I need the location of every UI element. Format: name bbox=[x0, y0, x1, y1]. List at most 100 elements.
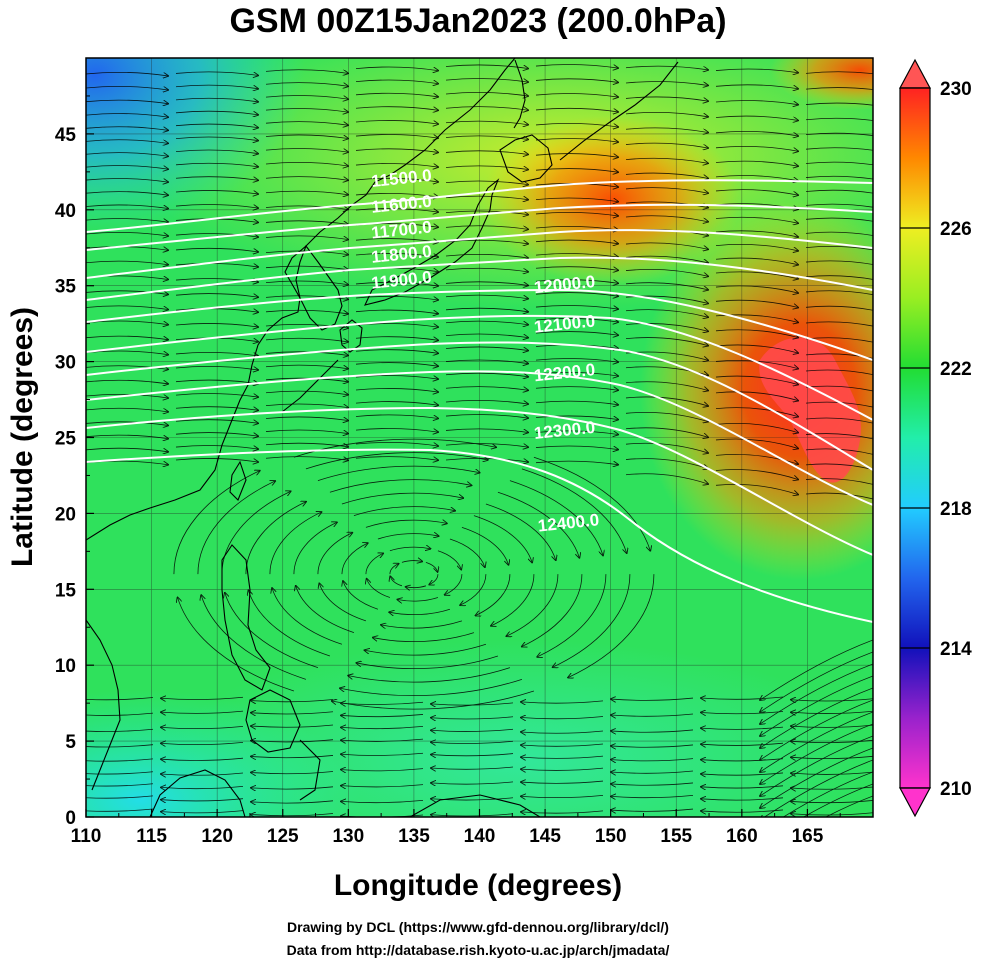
streamline bbox=[805, 71, 873, 75]
streamline bbox=[431, 754, 514, 756]
streamline bbox=[406, 586, 427, 588]
streamline bbox=[251, 725, 334, 727]
streamline bbox=[625, 96, 708, 101]
streamline bbox=[265, 148, 348, 153]
streamline bbox=[535, 253, 618, 257]
streamline bbox=[535, 460, 618, 465]
streamline bbox=[521, 468, 627, 553]
streamline bbox=[431, 814, 514, 816]
streamline bbox=[805, 147, 873, 151]
streamline bbox=[86, 421, 168, 426]
streamline bbox=[760, 723, 873, 784]
streamline bbox=[265, 429, 348, 434]
streamline bbox=[269, 512, 321, 575]
streamline bbox=[805, 203, 873, 208]
temperature-cool-south bbox=[160, 640, 873, 817]
streamline bbox=[265, 265, 348, 270]
streamline bbox=[791, 725, 873, 727]
streamline bbox=[715, 329, 798, 338]
streamline bbox=[341, 769, 424, 771]
streamline bbox=[317, 533, 352, 575]
streamline bbox=[201, 595, 307, 680]
streamline bbox=[805, 161, 873, 166]
streamline bbox=[445, 150, 528, 155]
streamline bbox=[365, 520, 447, 528]
streamline bbox=[445, 106, 528, 111]
streamline bbox=[805, 175, 873, 180]
streamline bbox=[355, 92, 438, 97]
coastline-taiwan bbox=[229, 460, 247, 501]
streamline bbox=[802, 783, 873, 817]
streamline bbox=[625, 215, 708, 222]
streamline bbox=[265, 235, 348, 240]
streamline bbox=[355, 148, 438, 153]
height-contours bbox=[86, 179, 873, 623]
streamline bbox=[355, 428, 438, 432]
streamline bbox=[355, 192, 438, 197]
streamline bbox=[611, 783, 694, 785]
streamline bbox=[760, 651, 873, 712]
streamline bbox=[86, 178, 168, 182]
streamline bbox=[161, 726, 244, 728]
coastlines bbox=[86, 58, 679, 817]
streamline bbox=[625, 201, 708, 208]
streamline bbox=[86, 728, 154, 732]
streamline bbox=[625, 268, 708, 276]
y-tick-label: 45 bbox=[55, 125, 77, 146]
streamline bbox=[175, 204, 258, 208]
streamline bbox=[535, 292, 618, 297]
streamline bbox=[293, 522, 337, 575]
coastline-luzon bbox=[221, 544, 271, 691]
x-tick-label: 155 bbox=[660, 826, 692, 847]
streamline bbox=[445, 428, 528, 433]
contour-12100 bbox=[86, 341, 873, 471]
streamline bbox=[431, 703, 514, 705]
coastline-philippines-south bbox=[245, 689, 301, 753]
streamline bbox=[341, 702, 424, 704]
streamline bbox=[521, 781, 604, 783]
streamline bbox=[86, 232, 168, 236]
streamline bbox=[535, 239, 618, 244]
streamline bbox=[521, 756, 604, 758]
streamline bbox=[86, 218, 168, 223]
streamline bbox=[175, 432, 258, 437]
streamline bbox=[355, 349, 438, 354]
streamline bbox=[86, 771, 154, 775]
streamline bbox=[715, 391, 798, 401]
streamline bbox=[760, 759, 873, 817]
streamline bbox=[86, 379, 168, 384]
streamline bbox=[715, 344, 798, 353]
streamline bbox=[175, 406, 258, 411]
x-tick-label: 120 bbox=[201, 826, 233, 847]
streamline bbox=[340, 678, 523, 696]
streamline bbox=[437, 550, 461, 570]
colorbar-ticks: 210 214 218 222 226 230 bbox=[900, 79, 972, 800]
streamline bbox=[265, 337, 348, 342]
streamline bbox=[760, 663, 873, 724]
coastline-japan-honshu bbox=[364, 178, 500, 306]
streamline bbox=[625, 473, 708, 484]
streamline bbox=[535, 64, 618, 68]
x-tick-label: 125 bbox=[267, 826, 299, 847]
streamline bbox=[86, 305, 168, 310]
streamline bbox=[611, 759, 694, 761]
streamline bbox=[390, 576, 403, 587]
streamline bbox=[251, 787, 334, 789]
streamline bbox=[715, 230, 798, 237]
streamline bbox=[791, 787, 873, 789]
streamline bbox=[506, 574, 559, 636]
streamline bbox=[175, 190, 258, 194]
streamline bbox=[86, 365, 168, 370]
streamline bbox=[625, 442, 708, 453]
streamline bbox=[251, 755, 334, 757]
colorbar-max-arrow bbox=[898, 58, 932, 89]
streamline bbox=[355, 134, 438, 138]
contour-12200 bbox=[86, 370, 873, 506]
colorbar-tick-label: 214 bbox=[940, 639, 972, 660]
streamline bbox=[715, 100, 798, 105]
streamline bbox=[265, 295, 348, 300]
streamline bbox=[535, 93, 618, 97]
streamline bbox=[805, 353, 873, 359]
contour-11600 bbox=[86, 203, 873, 251]
streamline bbox=[161, 773, 244, 775]
